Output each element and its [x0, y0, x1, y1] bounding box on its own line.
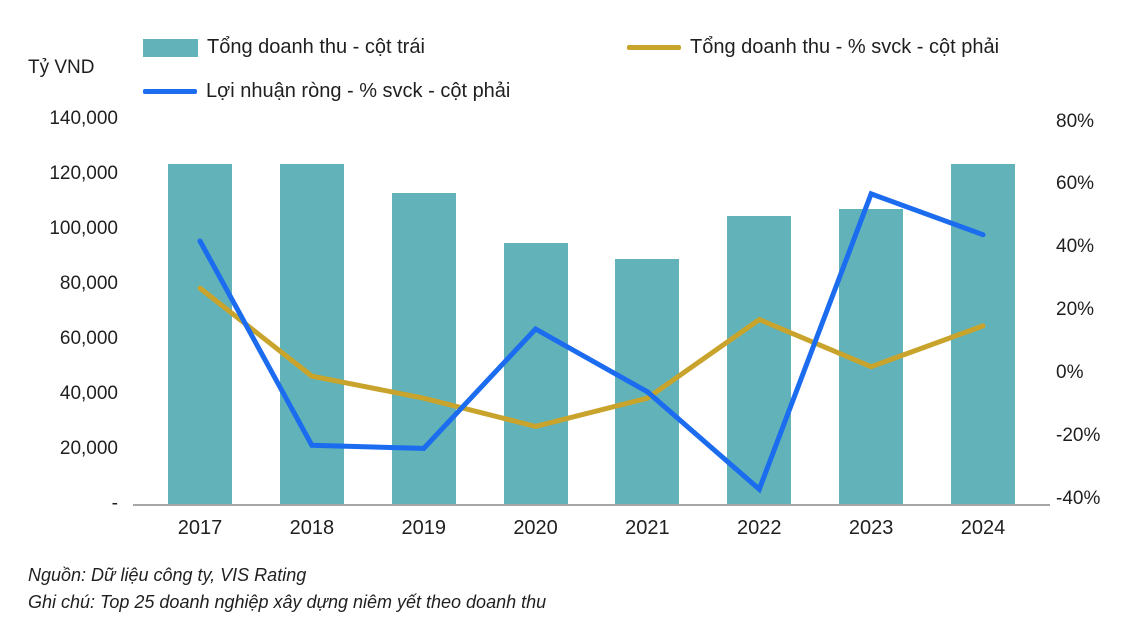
left-axis-tick: 140,000: [49, 108, 118, 129]
x-axis-line: [133, 504, 1050, 506]
x-axis-label-2018: 2018: [289, 517, 335, 539]
footer-notes: Nguồn: Dữ liệu công ty, VIS Rating Ghi c…: [28, 562, 546, 616]
left-axis-tick: 100,000: [49, 218, 118, 239]
x-axis-label-2023: 2023: [848, 517, 894, 539]
left-axis-tick: 120,000: [49, 163, 118, 184]
net-profit-growth-line: [197, 190, 986, 494]
legend-item-revenue-growth-line: Tổng doanh thu - % svck - cột phải: [627, 36, 999, 59]
legend-label-total-revenue-bar: Tổng doanh thu - cột trái: [207, 36, 425, 58]
legend-gold-line-swatch: [627, 45, 681, 50]
x-axis-label-2022: 2022: [737, 517, 782, 539]
legend-bar-swatch: [143, 38, 198, 57]
left-axis-tick: 60,000: [59, 328, 118, 349]
left-axis-tick: -: [111, 493, 118, 514]
x-axis-label-2020: 2020: [513, 517, 558, 539]
right-axis-tick: 60%: [1056, 173, 1095, 195]
x-axis-label-2024: 2024: [960, 517, 1006, 539]
right-axis-tick: 40%: [1056, 236, 1095, 258]
x-axis-label-2021: 2021: [625, 517, 670, 539]
legend-label-net-profit-growth-line: Lợi nhuận ròng - % svck - cột phải: [206, 80, 511, 102]
left-axis-tick: 80,000: [59, 273, 118, 294]
note-text: Ghi chú: Top 25 doanh nghiệp xây dựng ni…: [28, 592, 547, 612]
bar-2020: [503, 243, 568, 504]
right-axis-tick: -20%: [1056, 424, 1101, 446]
legend-blue-line-swatch: [143, 89, 197, 94]
revenue-growth-line: [197, 285, 986, 430]
left-axis-unit-label: Tỷ VND: [28, 57, 95, 78]
left-axis-tick: 20,000: [59, 438, 118, 459]
bar-2022: [727, 216, 792, 504]
legend-label-revenue-growth-line: Tổng doanh thu - % svck - cột phải: [690, 36, 1000, 58]
bar-2017: [168, 164, 232, 504]
legend-item-total-revenue-bar: Tổng doanh thu - cột trái: [143, 36, 425, 59]
right-axis-tick: 20%: [1056, 299, 1095, 321]
bar-2019: [391, 192, 456, 504]
right-axis-tick: 80%: [1056, 110, 1095, 132]
right-axis-tick: 0%: [1056, 362, 1084, 383]
right-axis-tick: -40%: [1056, 487, 1101, 509]
left-axis-tick: 40,000: [59, 383, 118, 404]
x-axis-label-2019: 2019: [401, 517, 446, 539]
source-note: Nguồn: Dữ liệu công ty, VIS Rating: [28, 565, 307, 585]
legend-item-net-profit-growth-line: Lợi nhuận ròng - % svck - cột phải: [143, 80, 510, 103]
x-axis-label-2017: 2017: [177, 517, 223, 539]
